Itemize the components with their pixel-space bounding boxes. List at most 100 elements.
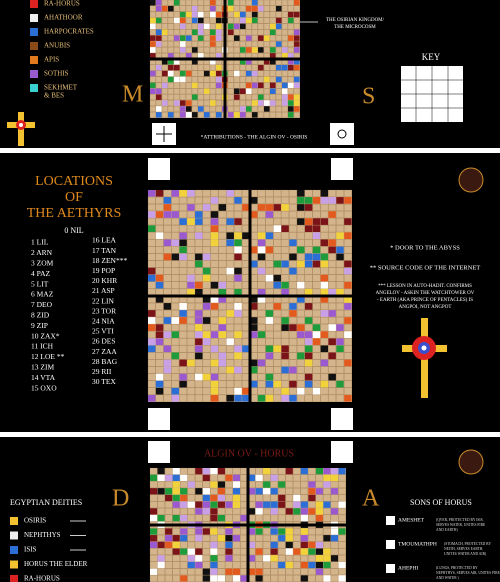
grid-cell <box>336 310 344 317</box>
grid-cell <box>171 324 180 332</box>
grid-cell <box>320 232 329 240</box>
grid-cell <box>273 267 282 275</box>
grid-cell <box>225 561 233 569</box>
grid-cell <box>210 548 218 555</box>
grid-cell <box>308 508 316 515</box>
grid-cell <box>195 345 203 353</box>
grid-cell <box>217 494 225 502</box>
grid-cell <box>171 246 180 254</box>
grid-cell <box>179 324 187 332</box>
grid-cell <box>250 359 258 367</box>
grid-cell <box>195 508 203 515</box>
grid-cell <box>234 11 240 18</box>
grid-cell <box>157 555 165 562</box>
grid-cell <box>202 488 210 495</box>
grid-cell <box>263 11 270 18</box>
grid-cell <box>288 35 294 41</box>
grid-cell <box>156 17 162 24</box>
grid-cell <box>328 260 337 268</box>
grid-cell <box>273 218 282 226</box>
grid-cell <box>320 281 329 289</box>
grid-cell <box>226 324 235 332</box>
grid-cell <box>275 35 282 42</box>
grid-cell <box>202 534 211 542</box>
grid-cell <box>210 387 219 395</box>
grid-cell <box>195 373 203 381</box>
grid-cell <box>242 387 250 395</box>
grid-cell <box>167 11 174 18</box>
grid-cell <box>278 568 286 575</box>
grid-cell <box>226 331 235 339</box>
grid-cell <box>304 324 313 332</box>
grid-cell <box>262 541 271 549</box>
grid-cell <box>179 317 187 324</box>
grid-cell <box>297 246 305 254</box>
grid-cell <box>198 106 204 112</box>
aethyr: 12 LOE ** <box>31 352 65 361</box>
grid-cell <box>265 225 274 233</box>
grid-cell <box>210 267 219 275</box>
grid-cell <box>148 317 156 324</box>
grid-cell <box>265 218 274 226</box>
grid-cell <box>289 246 297 254</box>
grid-cell <box>163 281 172 289</box>
grid-cell <box>276 5 282 12</box>
grid-cell <box>180 528 188 535</box>
grid-cell <box>336 324 344 331</box>
grid-cell <box>186 53 192 59</box>
grid-cell <box>285 541 293 549</box>
grid-cell <box>150 568 158 575</box>
grid-cell <box>275 70 282 77</box>
grid-cell <box>328 317 337 324</box>
grid-cell <box>344 324 352 332</box>
grid-cell <box>172 514 180 522</box>
grid-cell <box>192 29 198 35</box>
grid-cell <box>226 345 235 353</box>
grid-cell <box>234 204 242 211</box>
grid-cell <box>167 17 174 24</box>
grid-cell <box>336 394 344 402</box>
grid-cell <box>157 488 165 495</box>
grid-cell <box>336 204 344 211</box>
grid-cell <box>149 11 156 18</box>
grid-cell <box>242 267 250 275</box>
grid-cell <box>187 274 195 282</box>
grid-cell <box>233 41 240 47</box>
grid-cell <box>273 246 282 254</box>
grid-cell <box>164 548 173 555</box>
grid-cell <box>210 345 219 353</box>
grid-cell <box>328 225 337 233</box>
grid-cell <box>308 481 316 488</box>
grid-cell <box>278 548 286 555</box>
grid-cell <box>336 380 344 388</box>
grid-cell <box>250 324 258 331</box>
grid-cell <box>167 82 174 89</box>
grid-cell <box>344 218 352 225</box>
grid-cell <box>293 534 301 542</box>
legend-swatch <box>30 70 38 78</box>
grid-cell <box>216 112 222 118</box>
grid-cell <box>251 23 258 30</box>
grid-cell <box>215 0 222 6</box>
grid-cell <box>210 296 219 303</box>
grid-cell <box>202 345 211 353</box>
grid-cell <box>155 23 162 30</box>
grid-cell <box>320 211 329 218</box>
grid-cell <box>250 197 258 204</box>
grid-cell <box>330 508 339 515</box>
grid-cell <box>338 494 346 502</box>
grid-cell <box>242 211 250 218</box>
grid-cell <box>239 64 246 71</box>
grid-cell <box>179 239 187 247</box>
grid-cell <box>239 76 246 83</box>
grid-cell <box>281 23 288 30</box>
grid-cell <box>217 541 226 549</box>
grid-cell <box>323 575 331 582</box>
grid-cell <box>227 11 234 18</box>
grids <box>147 0 352 582</box>
grid-cell <box>155 394 164 402</box>
legend-swatch <box>30 0 38 8</box>
grid-cell <box>180 11 186 18</box>
grid-cell <box>285 474 293 482</box>
grid-cell <box>300 541 308 549</box>
